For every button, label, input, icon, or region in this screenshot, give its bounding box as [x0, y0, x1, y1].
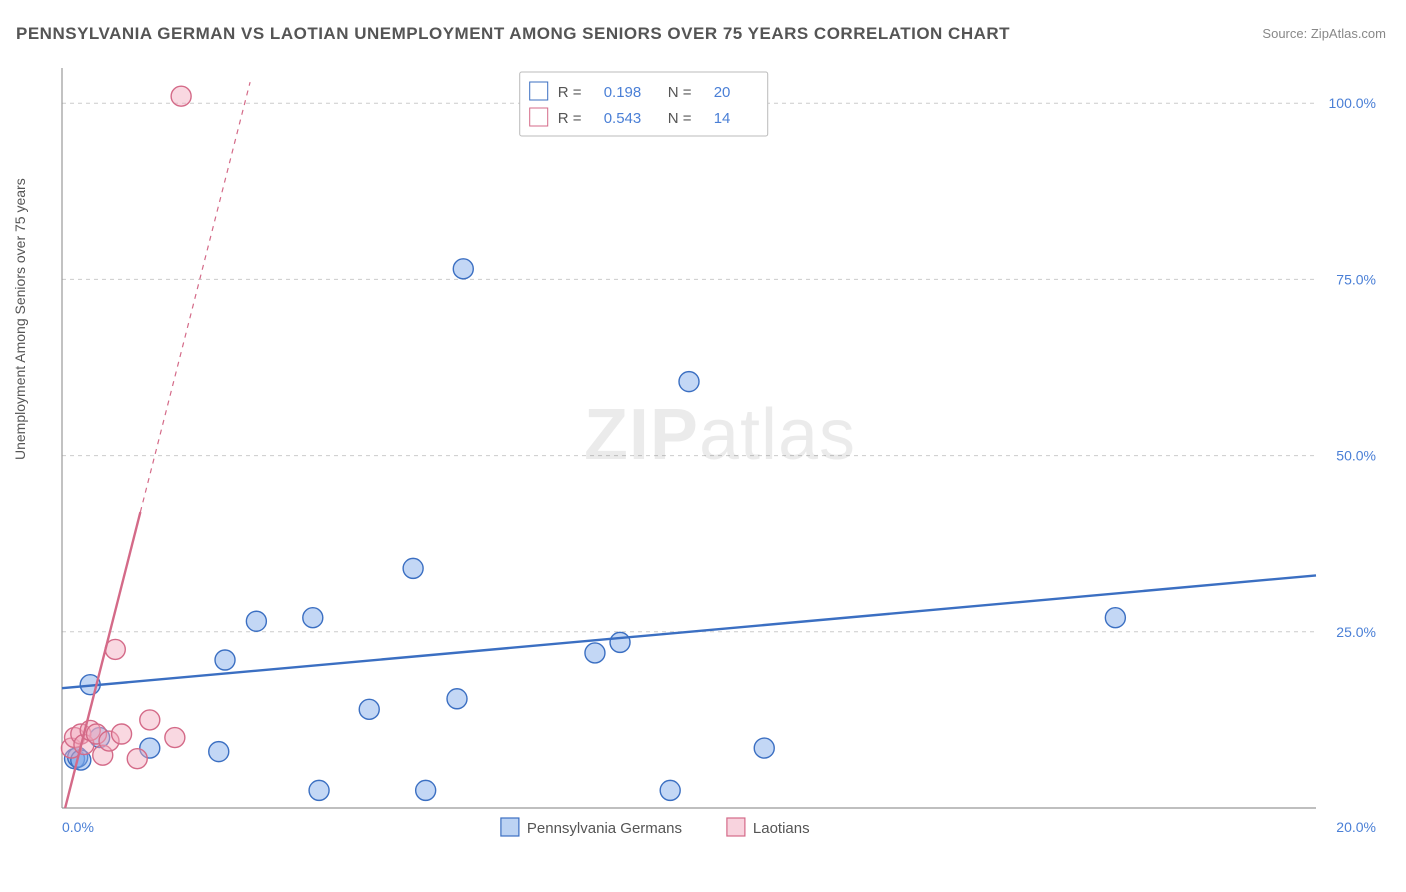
data-point — [447, 689, 467, 709]
data-point — [403, 558, 423, 578]
data-point — [112, 724, 132, 744]
legend-swatch — [727, 818, 745, 836]
data-point — [610, 632, 630, 652]
x-tick-label: 0.0% — [62, 819, 94, 835]
data-point — [754, 738, 774, 758]
y-tick-label: 75.0% — [1336, 271, 1376, 287]
data-point — [140, 710, 160, 730]
legend-n-label: N = — [668, 110, 692, 127]
legend-r-label: R = — [558, 110, 582, 127]
legend-series-label: Laotians — [753, 820, 810, 837]
legend-swatch — [530, 82, 548, 100]
x-tick-label: 20.0% — [1336, 819, 1376, 835]
chart-title: PENNSYLVANIA GERMAN VS LAOTIAN UNEMPLOYM… — [16, 24, 1010, 44]
legend-r-label: R = — [558, 84, 582, 101]
trend-line-extrapolated — [140, 82, 250, 512]
y-tick-label: 100.0% — [1329, 95, 1376, 111]
legend-swatch — [501, 818, 519, 836]
y-axis-label: Unemployment Among Seniors over 75 years — [12, 178, 28, 460]
data-point — [585, 643, 605, 663]
source-link[interactable]: ZipAtlas.com — [1311, 26, 1386, 41]
legend-n-label: N = — [668, 84, 692, 101]
data-point — [359, 699, 379, 719]
legend-n-value: 14 — [714, 110, 731, 127]
legend-r-value: 0.198 — [604, 84, 642, 101]
legend-r-value: 0.543 — [604, 110, 642, 127]
data-point — [1105, 608, 1125, 628]
data-point — [679, 372, 699, 392]
data-point — [209, 742, 229, 762]
legend-swatch — [530, 108, 548, 126]
y-tick-label: 25.0% — [1336, 624, 1376, 640]
y-tick-label: 50.0% — [1336, 448, 1376, 464]
data-point — [246, 611, 266, 631]
series-legend: Pennsylvania Germans Laotians — [501, 818, 810, 837]
data-point — [165, 728, 185, 748]
data-point — [416, 780, 436, 800]
source-label: Source: ZipAtlas.com — [1262, 26, 1386, 41]
scatter-plot: 25.0% 50.0% 75.0% 100.0% 0.0% 20.0% ZIPatlas R … — [54, 58, 1386, 840]
data-point — [309, 780, 329, 800]
data-point — [660, 780, 680, 800]
correlation-legend: R = 0.198 N = 20 R = 0.543 N = 14 — [520, 72, 768, 136]
data-point — [303, 608, 323, 628]
data-point — [171, 86, 191, 106]
legend-series-label: Pennsylvania Germans — [527, 820, 682, 837]
data-point — [453, 259, 473, 279]
legend-n-value: 20 — [714, 84, 731, 101]
data-point — [127, 749, 147, 769]
watermark: ZIPatlas — [584, 395, 856, 475]
data-point — [215, 650, 235, 670]
